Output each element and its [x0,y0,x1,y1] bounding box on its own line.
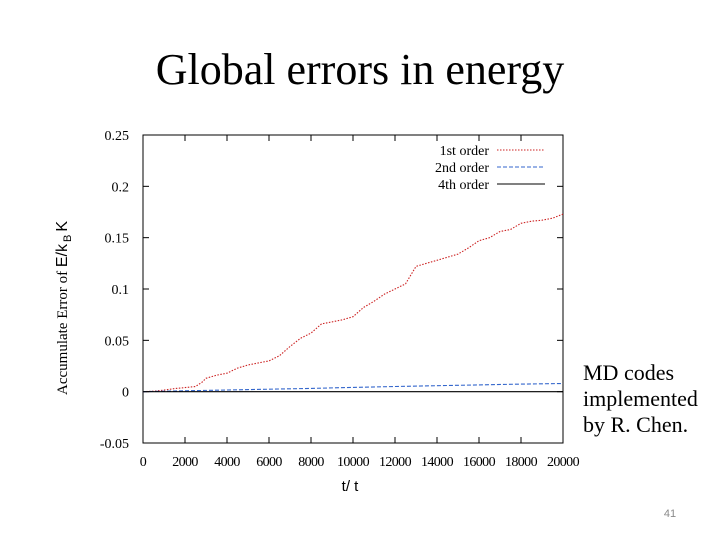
x-tick-label: 18000 [505,455,538,470]
page-number: 41 [663,508,677,520]
plot-frame [142,134,564,444]
y-tick-label: 0.1 [112,283,130,298]
slide-title: Global errors in energy [155,45,565,94]
x-tick-label: 2000 [172,455,198,470]
series-lines [142,213,564,393]
y-tick-label: 0 [122,386,129,401]
legend-label: 4th order [438,178,489,193]
x-tick-label: 12000 [379,455,412,470]
y-axis-label-part: K [54,221,71,232]
x-tick-label: 10000 [337,455,370,470]
y-tick-label: 0.2 [112,180,130,195]
x-tick-label: 0 [140,455,147,470]
y-tick-label: -0.05 [100,437,129,452]
y-axis-label-part: E/k [54,243,71,267]
series-line [142,382,564,393]
caption-line: implemented [583,386,698,411]
legend-label: 1st order [440,144,490,159]
y-axis-label-part: Accumulate Error of [55,267,71,395]
caption-line: MD codes [583,360,675,385]
y-tick-label: 0.25 [105,129,130,144]
x-axis-label: t/ t [342,478,360,495]
series-line [142,213,564,393]
caption: MD codes implemented by R. Chen. [583,360,718,438]
legend-label: 2nd order [435,161,489,176]
caption-line: by R. Chen. [583,412,689,437]
axis-ticks: -0.05 0 0.05 0.1 0.15 0.2 0.25 0 2000 4000 6000 800… [100,129,580,470]
plot-border [142,134,564,444]
x-tick-label: 6000 [256,455,282,470]
y-tick-label: 0.05 [105,334,130,349]
x-tick-label: 14000 [421,455,454,470]
y-tick-label: 0.15 [105,232,130,247]
x-tick-label: 20000 [547,455,580,470]
x-tick-label: 4000 [214,455,240,470]
x-tick-label: 8000 [298,455,324,470]
y-axis-label: Accumulate Error of E/kBK [54,221,74,395]
y-axis-label-subscript: B [62,235,74,242]
x-tick-label: 16000 [463,455,496,470]
legend: 1st order 2nd order 4th order [435,144,545,193]
